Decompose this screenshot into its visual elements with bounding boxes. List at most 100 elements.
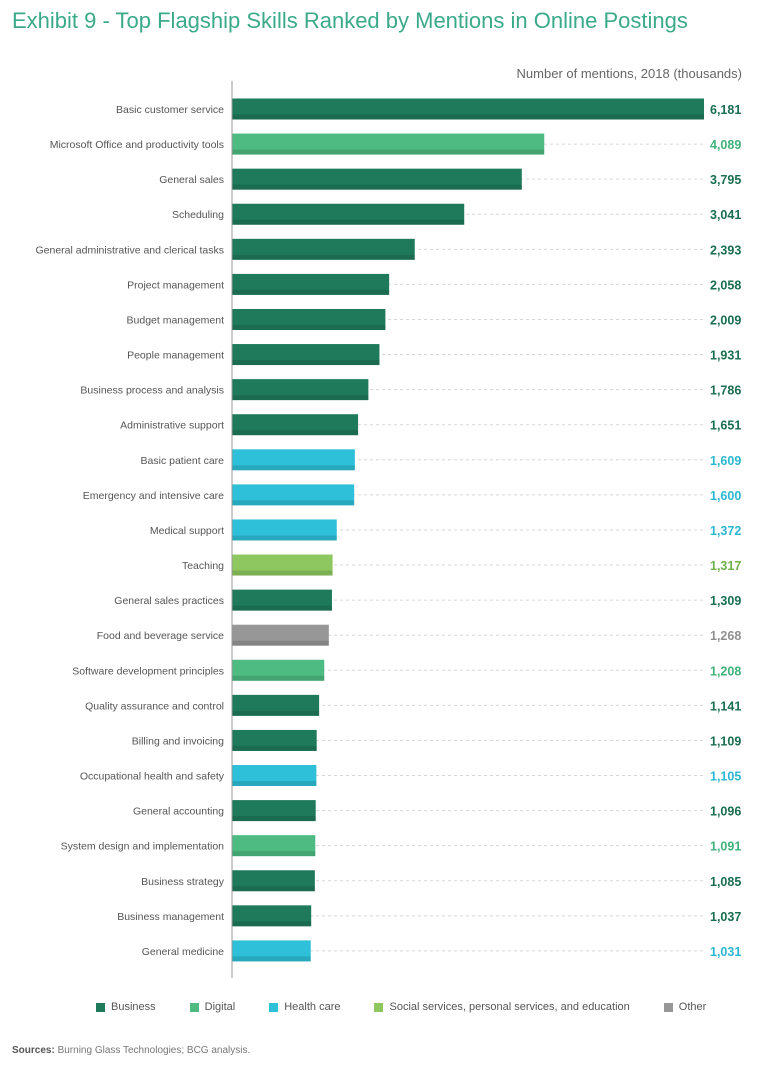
bar (232, 414, 359, 436)
category-label: General administrative and clerical task… (36, 244, 225, 256)
bar-shadow (232, 219, 465, 225)
bar (232, 449, 355, 471)
data-label: 1,109 (710, 734, 741, 748)
data-label: 2,058 (710, 278, 741, 292)
legend-item-other: Other (663, 1001, 707, 1013)
bar (232, 729, 317, 751)
data-label: 1,372 (710, 524, 741, 538)
bar-shadow (232, 886, 315, 892)
bar-shadow (232, 675, 325, 681)
bar-shadow (232, 710, 320, 716)
legend-item-health: Health care (269, 1001, 340, 1013)
bar-shadow (232, 289, 390, 295)
category-label: Project management (127, 279, 224, 291)
bar-shadow (232, 816, 316, 822)
data-label: 6,181 (710, 103, 741, 117)
data-label: 3,041 (710, 208, 741, 222)
legend-label: Other (678, 1001, 707, 1013)
legend-label: Health care (284, 1001, 341, 1013)
category-label: System design and implementation (61, 841, 225, 853)
legend-swatch (96, 1002, 105, 1012)
legend-label: Social services, personal services, and … (389, 1001, 630, 1013)
data-label: 1,141 (710, 699, 741, 713)
legend-swatch (189, 1002, 199, 1012)
category-label: Occupational health and safety (80, 771, 225, 783)
data-label: 1,317 (710, 559, 741, 573)
category-label: General sales (159, 174, 224, 186)
category-label: Medical support (150, 525, 224, 537)
category-label: Business strategy (141, 876, 225, 888)
bar (232, 589, 332, 611)
data-label: 1,105 (710, 770, 741, 784)
category-label: Billing and invoicing (132, 735, 224, 747)
bar-shadow (232, 781, 317, 787)
bar-shadow (232, 570, 333, 576)
bar-shadow (232, 465, 355, 471)
bar (232, 484, 355, 506)
category-label: Scheduling (172, 209, 224, 221)
bar-shadow (232, 114, 704, 120)
bar-shadow (232, 956, 311, 962)
data-label: 1,651 (710, 419, 741, 433)
data-label: 2,009 (710, 313, 741, 327)
sources-label: Sources: (12, 1045, 55, 1056)
category-label: Emergency and intensive care (83, 490, 224, 502)
bar-shadow (232, 500, 355, 506)
category-label: Software development principles (72, 665, 224, 677)
bar (232, 940, 311, 962)
bar (232, 273, 390, 295)
bar (232, 203, 465, 225)
data-label: 1,268 (710, 629, 741, 643)
category-label: People management (127, 350, 224, 362)
bar (232, 765, 317, 787)
bar (232, 694, 320, 716)
data-label: 1,609 (710, 454, 741, 468)
category-label: General sales practices (114, 595, 224, 607)
data-label: 1,309 (710, 594, 741, 608)
bar-shadow (232, 254, 415, 260)
legend-item-digital: Digital (189, 1001, 236, 1013)
bar-shadow (232, 605, 332, 611)
data-label: 1,208 (710, 664, 741, 678)
bar (232, 835, 316, 857)
category-label: General accounting (133, 806, 224, 818)
bar (232, 519, 337, 541)
bar (232, 870, 315, 892)
category-label: Administrative support (120, 420, 224, 432)
legend-item-social: Social services, personal services, and … (374, 1001, 630, 1013)
bar-shadow (232, 745, 317, 751)
bar-shadow (232, 921, 312, 927)
category-label: Microsoft Office and productivity tools (50, 139, 224, 151)
data-label: 1,096 (710, 805, 741, 819)
category-label: Teaching (182, 560, 224, 572)
bar (232, 379, 369, 401)
category-label: Quality assurance and control (85, 700, 224, 712)
category-label: Budget management (127, 314, 225, 326)
bar-shadow (232, 851, 316, 857)
category-label: Business process and analysis (80, 385, 224, 397)
bar-shadow (232, 360, 380, 366)
data-label: 1,931 (710, 349, 741, 363)
bar (232, 168, 522, 190)
legend-label: Digital (204, 1001, 236, 1013)
bar (232, 308, 386, 330)
bar (232, 800, 316, 822)
chart-title: Exhibit 9 - Top Flagship Skills Ranked b… (12, 8, 688, 33)
bar-shadow (232, 149, 545, 155)
sources-note: Sources: Burning Glass Technologies; BCG… (12, 1045, 250, 1056)
category-label: Basic patient care (141, 455, 225, 467)
bar (232, 238, 415, 260)
bar-shadow (232, 395, 369, 401)
bar-shadow (232, 640, 329, 646)
data-label: 3,795 (710, 173, 741, 187)
category-label: Basic customer service (116, 104, 224, 116)
legend-swatch (269, 1002, 279, 1012)
chart-legend: Business Digital Health care Social service… (96, 1001, 740, 1013)
data-label: 1,091 (710, 840, 741, 854)
legend-swatch (663, 1002, 673, 1012)
data-label: 4,089 (710, 138, 741, 152)
data-label: 1,600 (710, 489, 741, 503)
category-label: Business management (117, 911, 224, 923)
category-label: General medicine (142, 946, 224, 958)
legend-label: Business (111, 1001, 156, 1013)
